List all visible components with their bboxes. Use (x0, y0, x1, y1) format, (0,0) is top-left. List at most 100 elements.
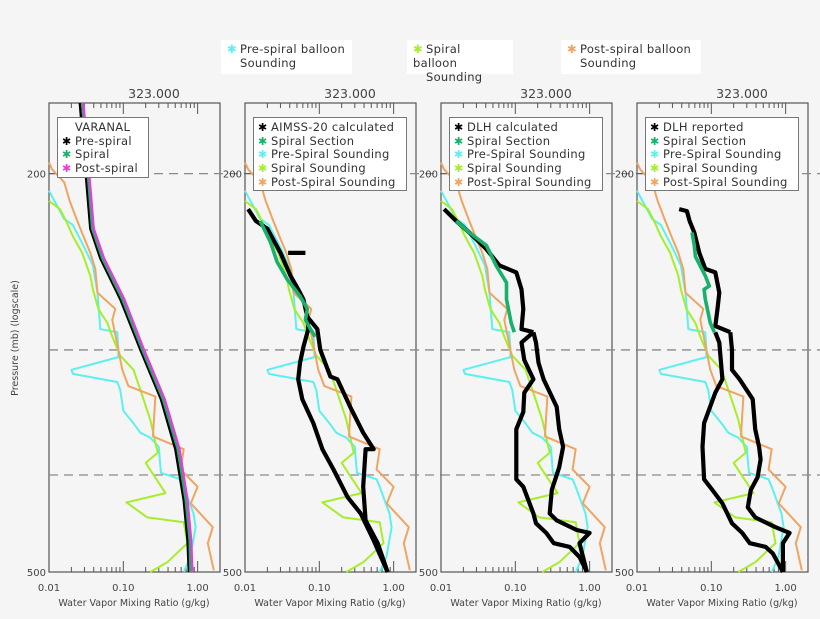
panel-legend: VARANAL ✱ Pre-spiral ✱ Spiral ✱ Post-spiral (57, 117, 149, 178)
series-line-post-spiral-sounding (48, 162, 215, 571)
series-line-calculated (514, 330, 589, 573)
asterisk-marker-icon: ✱ (454, 134, 464, 148)
series-line-calculated (305, 315, 390, 573)
legend-label: Spiral Sounding (663, 161, 758, 176)
legend-label: Post-Spiral Sounding (271, 174, 396, 189)
legend-entry: ✱ Spiral Sounding (454, 161, 597, 176)
x-tick-label: 0.01 (626, 583, 648, 594)
series-line-post-spiral-sounding (636, 162, 803, 571)
y-tick-label: 500 (223, 568, 242, 579)
x-tick-label: 0.10 (504, 583, 526, 594)
asterisk-marker-icon: ✱ (567, 42, 577, 56)
asterisk-marker-icon: ✱ (650, 121, 660, 134)
plot-frame (440, 102, 613, 573)
series-line-post-spiral-sounding (244, 162, 411, 571)
asterisk-marker-icon: ✱ (650, 148, 660, 162)
y-tick-label: 200 (223, 170, 242, 181)
legend-label: Post-Spiral Sounding (663, 174, 788, 189)
plot-frame (244, 102, 417, 573)
top-legend-label-line2: Sounding (426, 70, 483, 84)
series-line-pre-spiral-sounding (244, 190, 393, 573)
series-line-spiral-section (455, 219, 517, 333)
asterisk-marker-icon: ✱ (258, 148, 268, 162)
panel-3: 0.01 0.10 1.00 200 500 323.000 Water Vapor Mix… (419, 86, 637, 609)
panel-title: 323.000 (128, 86, 180, 101)
legend-label: Spiral (75, 147, 110, 162)
legend-label: Pre-Spiral Sounding (271, 147, 390, 162)
series-line-calculated (531, 331, 592, 573)
legend-entry: ✱ Pre-Spiral Sounding (258, 148, 401, 162)
top-legend-label: Spiral balloon (413, 42, 461, 70)
series-line-pre-spiral-sounding (636, 190, 785, 573)
legend-label: Post-spiral (75, 161, 138, 176)
y-tick-label: 500 (615, 568, 634, 579)
series-line-calculated (678, 207, 732, 335)
series-line-pre-spiral-sounding (440, 190, 589, 573)
legend-label: Spiral Sounding (467, 161, 562, 176)
series-line-spiral-sounding (440, 200, 581, 573)
top-legend-label-line2: Sounding (580, 56, 637, 70)
legend-entry: ✱ Spiral Section (650, 134, 793, 149)
asterisk-marker-icon: ✱ (650, 162, 660, 176)
asterisk-marker-icon: ✱ (454, 175, 464, 189)
legend-title: VARANAL (74, 120, 131, 134)
series-line-varanal-spiral (81, 102, 192, 573)
series-line-calculated (728, 331, 792, 572)
panel-4: 0.01 0.10 1.00 200 500 323.000 Water Vapor Mix… (615, 86, 820, 609)
panel-legend: ✱ DLH reported ✱ Spiral Section ✱ Pre-Spiral … (645, 117, 799, 191)
series-line-varanal-post (82, 102, 194, 573)
panel-title: 323.000 (324, 86, 376, 101)
panel-1: 0.01 0.10 1.00 200 500 323.000 Water Vapor Mix… (27, 86, 245, 609)
y-tick-label: 200 (27, 170, 46, 181)
y-tick-label: 200 (615, 170, 634, 181)
plot-frame (48, 102, 221, 573)
x-tick-label: 0.01 (430, 583, 452, 594)
series-line-calculated (700, 331, 785, 574)
legend-entry: ✱ Post-spiral (62, 161, 143, 176)
top-legend-label: Pre-spiral balloon (240, 42, 346, 56)
asterisk-marker-icon: ✱ (413, 42, 423, 56)
legend-entry: ✱ Post-Spiral Sounding (650, 174, 793, 190)
legend-label: DLH reported (663, 120, 744, 134)
x-tick-label: 1.00 (774, 583, 796, 594)
y-tick-label: 500 (419, 568, 438, 579)
legend-entry: ✱ Post-Spiral Sounding (258, 174, 401, 190)
plot-frame (636, 102, 809, 573)
x-axis-label: Water Vapor Mixing Ratio (g/kg) (450, 598, 601, 609)
y-tick-label: 500 (27, 568, 46, 579)
asterisk-marker-icon: ✱ (258, 162, 268, 176)
legend-entry: ✱ Spiral Sounding (650, 161, 793, 176)
legend-label: Spiral Section (271, 133, 355, 148)
series-line-spiral-section (690, 232, 717, 333)
panel-legend: ✱ DLH calculated ✱ Spiral Section ✱ Pre-Spira… (449, 117, 603, 191)
series-line-post-spiral-sounding (440, 162, 607, 571)
x-tick-label: 1.00 (578, 583, 600, 594)
legend-entry: ✱ Spiral Sounding (258, 161, 401, 176)
top-legend-label-line2: Sounding (240, 56, 297, 70)
legend-entry: ✱ Post-Spiral Sounding (454, 174, 597, 190)
asterisk-marker-icon: ✱ (62, 148, 72, 162)
series-line-spiral-sounding (48, 200, 189, 573)
top-legend-entry: ✱ Spiral balloon Sounding (407, 40, 513, 84)
series-line-pre-spiral-sounding (48, 190, 197, 573)
series-line-spiral-section (258, 220, 317, 338)
asterisk-marker-icon: ✱ (258, 175, 268, 189)
legend-entry: ✱ Pre-spiral (62, 133, 143, 149)
panel-title: 323.000 (716, 86, 768, 101)
asterisk-marker-icon: ✱ (454, 121, 464, 134)
top-legend-entry: ✱ Pre-spiral balloon Sounding (221, 40, 352, 74)
legend-label: Post-Spiral Sounding (467, 174, 592, 189)
top-legend-label: Post-spiral balloon (580, 42, 692, 56)
panel-2: 0.01 0.10 1.00 200 500 323.000 Water Vapor Mix… (223, 86, 441, 609)
panel-title: 323.000 (520, 86, 572, 101)
series-line-calculated (246, 207, 390, 573)
legend-label: Pre-spiral (75, 133, 132, 148)
legend-label: Spiral Sounding (271, 161, 366, 176)
x-tick-label: 0.10 (112, 583, 134, 594)
legend-label: Pre-Spiral Sounding (467, 147, 586, 162)
y-axis-label: Pressure (mb) (logscale) (10, 280, 21, 396)
legend-entry: ✱ Pre-Spiral Sounding (454, 148, 597, 162)
legend-entry: ✱ Spiral Section (258, 133, 401, 149)
asterisk-marker-icon: ✱ (258, 121, 268, 134)
